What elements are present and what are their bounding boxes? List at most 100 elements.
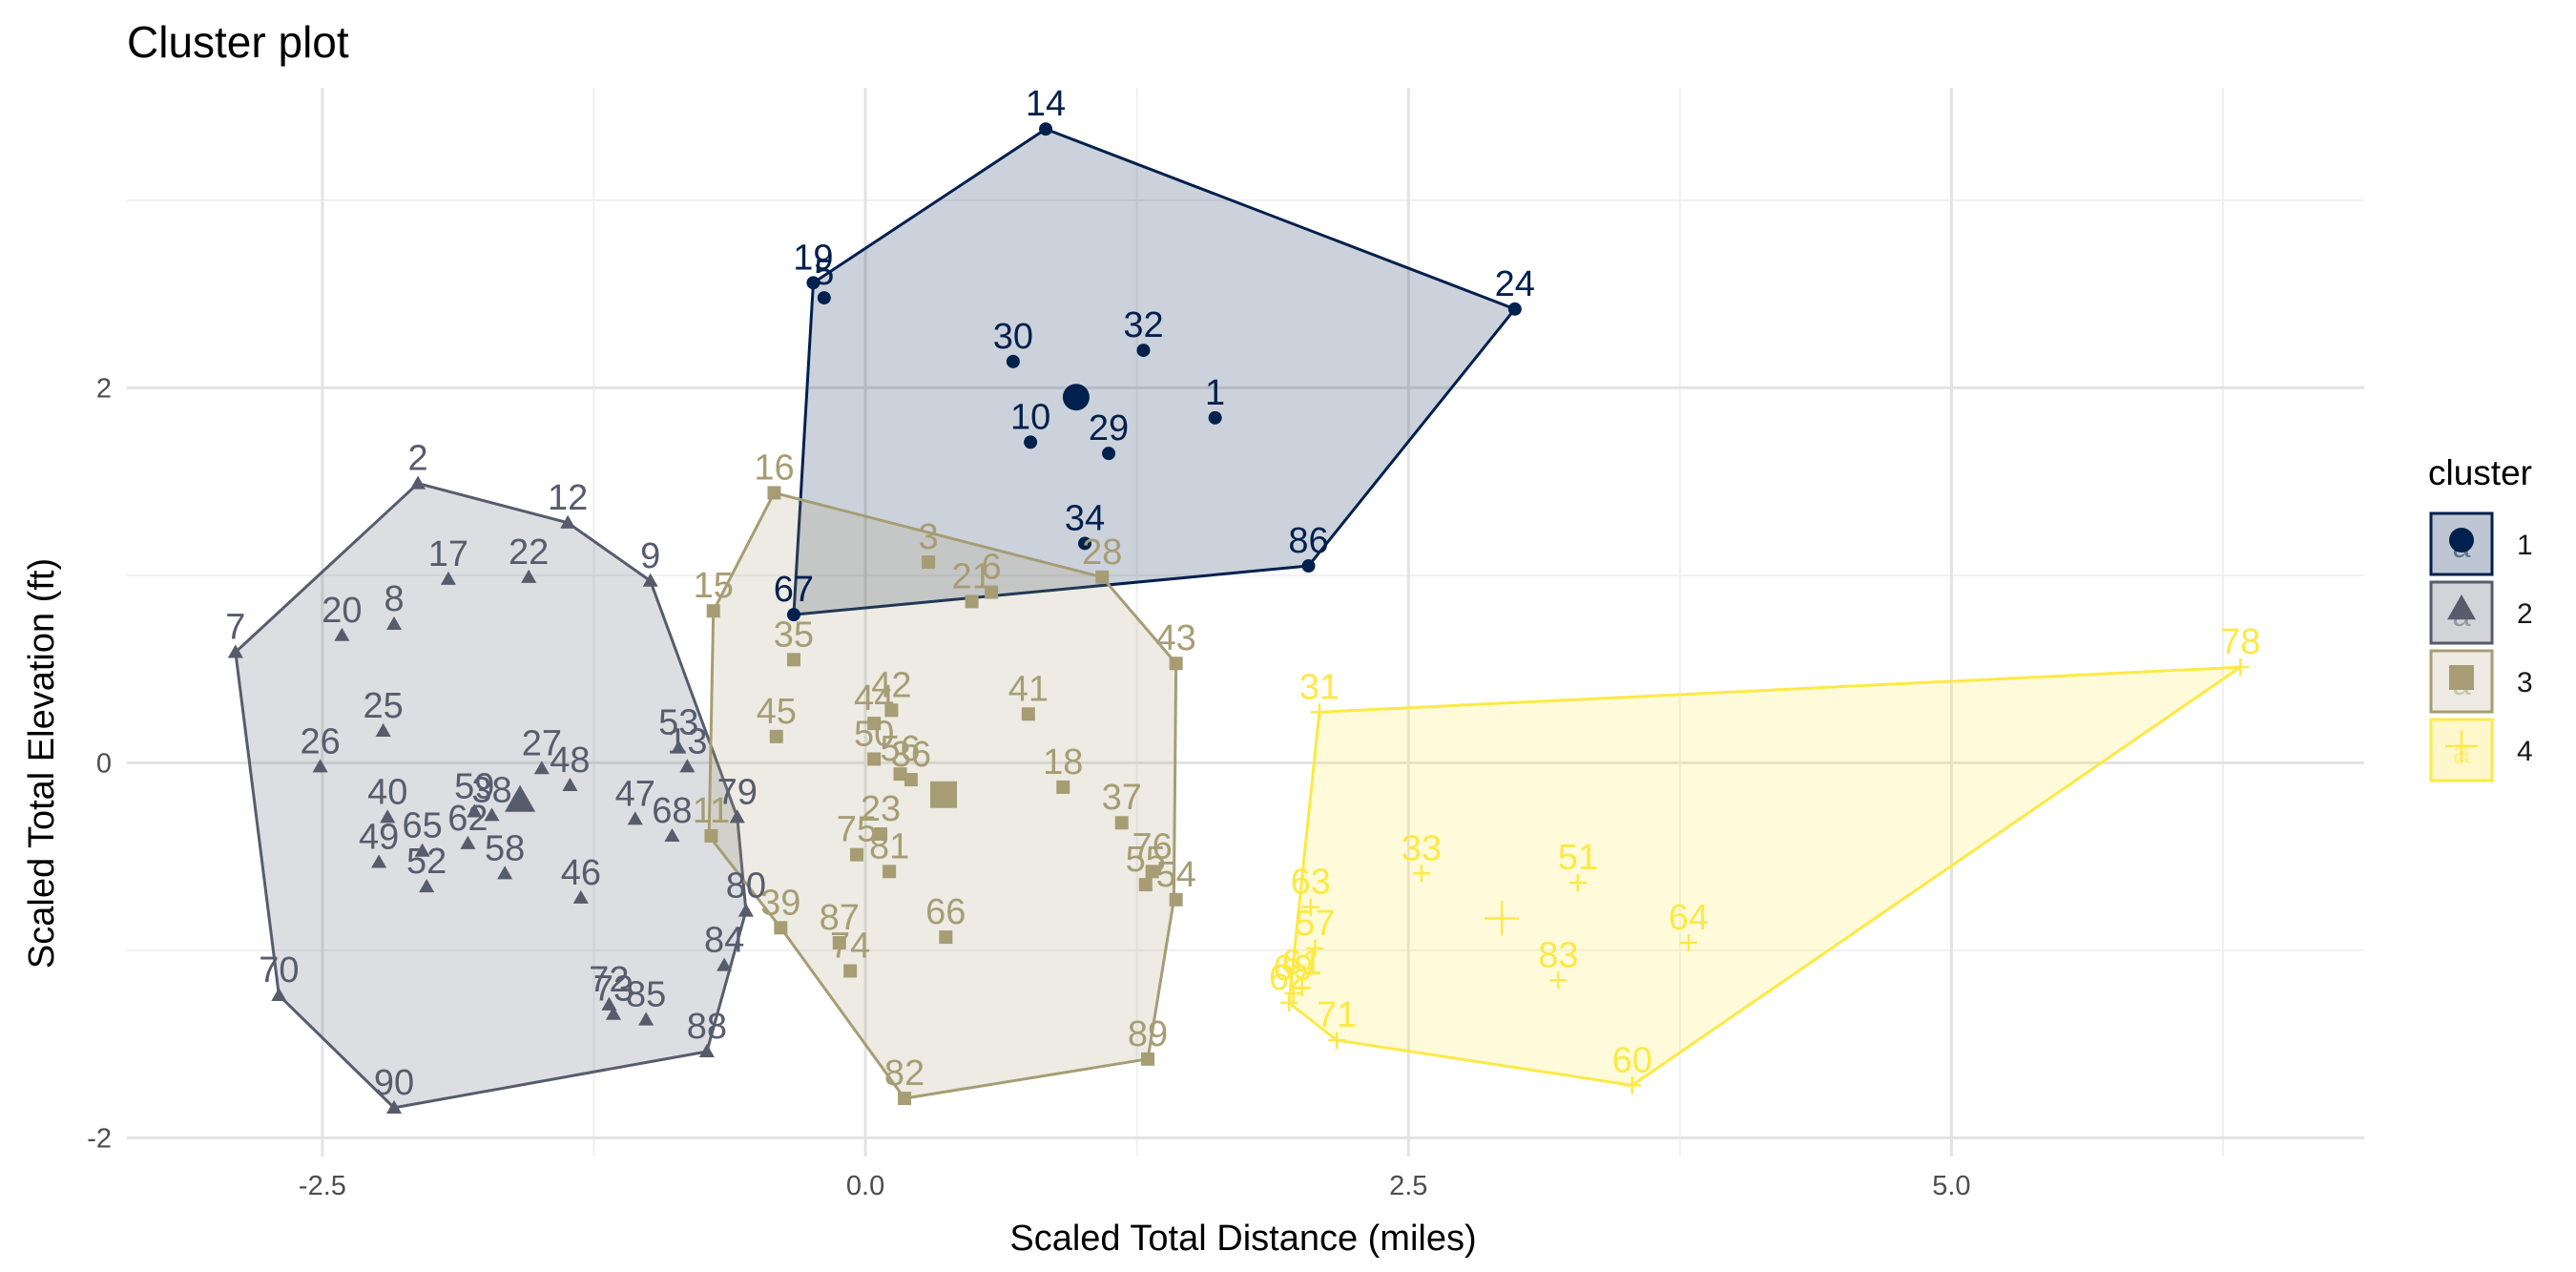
x-tick-label: -2.5 xyxy=(299,1171,346,1201)
cluster-2-point xyxy=(271,987,287,1002)
cluster-2-point xyxy=(371,854,387,868)
cluster-3-point xyxy=(1138,878,1153,892)
cluster-hulls xyxy=(234,127,2242,1110)
cluster-3-point-label: 82 xyxy=(884,1053,924,1094)
cluster-4-hull xyxy=(1287,665,2242,1087)
cluster-2-point-label: 58 xyxy=(485,828,525,868)
cluster-4-point xyxy=(1568,874,1587,892)
y-tick-label: 0 xyxy=(96,748,112,779)
cluster-1-point-label: 19 xyxy=(793,238,833,278)
cluster-3-point xyxy=(1141,1052,1155,1066)
cluster-2-point xyxy=(385,1099,403,1114)
cluster-4-point xyxy=(1293,979,1311,997)
cluster-4-point xyxy=(1328,1032,1346,1050)
cluster-2-point-label: 40 xyxy=(367,772,407,812)
cluster-4-point-label: 78 xyxy=(2220,622,2260,662)
cluster-2-point-label: 79 xyxy=(717,772,758,812)
cluster-1-hull xyxy=(792,127,1517,616)
cluster-2-point-label: 68 xyxy=(652,791,692,831)
cluster-3-point xyxy=(1021,707,1035,721)
cluster-2-point xyxy=(460,835,476,849)
cluster-2-point xyxy=(440,571,457,585)
cluster-3-point-label: 56 xyxy=(880,729,920,769)
y-axis-title: Scaled Total Elevation (ft) xyxy=(22,558,62,969)
cluster-2-point-label: 85 xyxy=(626,975,666,1015)
cluster-2-point xyxy=(385,615,403,631)
cluster-3-point-label: 81 xyxy=(869,826,909,866)
cluster-1-point-label: 10 xyxy=(1010,397,1050,437)
cluster-3-point xyxy=(867,752,882,766)
cluster-2-point-label: 25 xyxy=(364,686,404,726)
cluster-3-point-label: 44 xyxy=(854,678,894,719)
cluster-2-point-label: 46 xyxy=(561,853,601,893)
cluster-4-point-label: 64 xyxy=(1669,898,1709,938)
cluster-3-point xyxy=(1169,657,1183,671)
cluster-3-point-label: 55 xyxy=(1126,840,1166,880)
cluster-4-point-label: 51 xyxy=(1558,838,1598,878)
cluster-4-point-label: 71 xyxy=(1317,995,1357,1035)
cluster-2-point-label: 26 xyxy=(300,721,340,761)
cluster-3-point xyxy=(874,827,888,842)
cluster-2-point-label: 13 xyxy=(667,721,707,761)
chart-title: Cluster plot xyxy=(127,17,349,67)
cluster-3-point-label: 35 xyxy=(774,615,814,655)
cluster-2-point xyxy=(664,827,680,843)
cluster-2-point xyxy=(717,957,733,971)
cluster-3-point-label: 16 xyxy=(754,448,794,488)
cluster-4-centroid xyxy=(1484,901,1520,936)
cluster-2-point-label: 38 xyxy=(471,770,511,810)
x-tick-label: 2.5 xyxy=(1389,1171,1427,1201)
legend-key-3-marker xyxy=(2449,665,2474,690)
cluster-2-point-label: 65 xyxy=(402,806,442,846)
cluster-2-point xyxy=(572,889,589,904)
cluster-2-point-label: 59 xyxy=(454,766,494,806)
cluster-4-point-label: 33 xyxy=(1402,828,1442,868)
cluster-4-point xyxy=(1279,993,1298,1011)
cluster-2-point-label: 17 xyxy=(428,534,468,574)
cluster-3-point xyxy=(1145,865,1159,879)
cluster-3-point-label: 28 xyxy=(1082,532,1122,573)
cluster-3-point xyxy=(832,936,846,949)
cluster-points xyxy=(227,122,2250,1114)
cluster-2-point xyxy=(227,644,243,658)
cluster-3-point xyxy=(884,703,899,718)
cluster-1-point xyxy=(1024,435,1038,449)
cluster-3-point xyxy=(769,729,783,743)
cluster-1-point xyxy=(1208,410,1222,425)
x-axis-title: Scaled Total Distance (miles) xyxy=(1009,1219,1476,1259)
cluster-2-point-label: 47 xyxy=(615,774,655,814)
cluster-2-point-label: 48 xyxy=(550,740,590,781)
cluster-3-point xyxy=(786,653,800,667)
cluster-4-point-label: 31 xyxy=(1299,667,1340,707)
cluster-3-point xyxy=(985,585,999,599)
cluster-1-point xyxy=(1078,536,1092,551)
cluster-2-point xyxy=(419,879,435,893)
cluster-4-point xyxy=(2232,658,2250,677)
cluster-4-point-label: 61 xyxy=(1282,943,1322,983)
cluster-3-point-label: 21 xyxy=(951,556,991,596)
legend-key-2-marker xyxy=(2447,594,2476,620)
cluster-1-point-label: 14 xyxy=(1026,84,1066,124)
cluster-1-point-label: 86 xyxy=(1288,521,1328,561)
cluster-1-point-label: 5 xyxy=(814,253,834,293)
cluster-3-point xyxy=(1114,816,1129,830)
cluster-2-point xyxy=(601,996,617,1011)
cluster-2-point-label: 70 xyxy=(259,950,299,990)
cluster-3-point-label: 42 xyxy=(871,665,911,705)
x-tick-label: 0.0 xyxy=(846,1171,884,1201)
cluster-2-point-label: 52 xyxy=(406,842,447,882)
cluster-1-point xyxy=(806,276,821,290)
cluster-3-point-label: 18 xyxy=(1043,742,1083,782)
x-tick-label: 5.0 xyxy=(1932,1171,1970,1201)
cluster-3-point xyxy=(849,847,863,862)
cluster-4-point-label: 57 xyxy=(1295,904,1335,944)
cluster-3-point xyxy=(704,829,718,843)
cluster-3-point-label: 3 xyxy=(919,517,939,557)
cluster-1-point xyxy=(1507,302,1522,316)
cluster-2-point xyxy=(638,1011,654,1026)
cluster-3-point-label: 50 xyxy=(854,714,894,754)
cluster-4-point xyxy=(1623,1076,1641,1095)
cluster-1-point-label: 1 xyxy=(1205,373,1225,413)
y-tick-label: -2 xyxy=(87,1123,112,1154)
